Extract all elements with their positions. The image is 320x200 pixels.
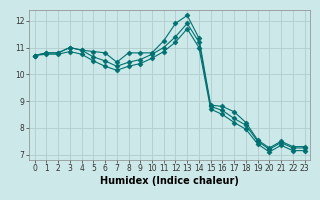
X-axis label: Humidex (Indice chaleur): Humidex (Indice chaleur) <box>100 176 239 186</box>
